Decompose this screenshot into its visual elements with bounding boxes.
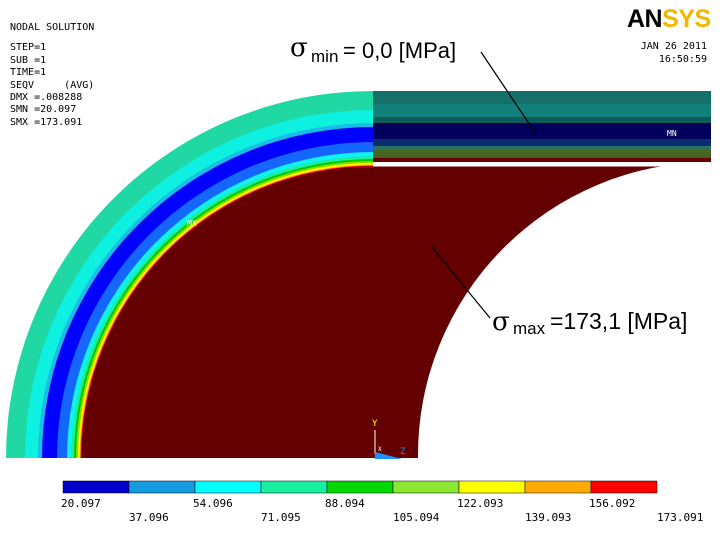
sigma-max-annotation: σ max =173,1 [MPa] [492,307,687,338]
legend-label-bottom: 122.093 [457,497,503,510]
sub-label: SUB =1 [10,54,47,66]
legend-label-bottom: 88.094 [325,497,365,510]
sigma-min-annotation: σ min = 0,0 [MPa] [290,33,456,66]
seqv-label: SEQV (AVG) [10,79,95,91]
inner-bore-cutout [417,162,725,470]
solution-info: NODAL SOLUTION STEP=1 SUB =1 TIME=1 SEQV… [10,22,94,129]
triad-y-label: Y [372,419,378,429]
max-leader-line [430,245,491,319]
time-label: 16:50:59 [658,54,707,65]
date-label: JAN 26 2011 [640,41,707,52]
triad-z-label: Z [400,447,406,457]
legend-swatch [62,480,130,494]
ansys-logo: ANSYS [627,5,711,33]
legend-swatch [260,480,328,494]
triad-x-label: X [378,446,382,453]
legend-label-top: 173.091 [657,511,703,524]
coordinate-triad: Y X Z [372,419,406,459]
time-label: TIME=1 [10,67,47,79]
straight-band [373,117,711,123]
legend-label-top: 139.093 [525,511,571,524]
mx-marker: MX [187,219,197,228]
legend-swatch [458,480,526,494]
timestamp: JAN 26 2011 16:50:59 [641,40,707,66]
dmx-label: DMX =.008288 [10,92,83,104]
straight-band [373,158,711,162]
straight-band [373,146,711,150]
sigma-max-subscript: max [513,319,546,338]
smn-label: SMN =20.097 [10,104,77,116]
contour-legend: 20.097 54.096 88.094 122.093 156.092 37.096 71… [61,480,703,524]
plot-title: NODAL SOLUTION [10,22,95,33]
sigma-max-value: =173,1 [MPa] [550,308,687,334]
straight-band [373,104,711,117]
sigma-min-symbol: σ [290,33,308,63]
legend-label-top: 37.096 [129,511,169,524]
straight-band [373,154,711,158]
legend-swatch [392,480,460,494]
sigma-min-subscript: min [311,47,338,66]
step-label: STEP=1 [10,42,47,54]
legend-label-bottom: 54.096 [193,497,233,510]
legend-label-top: 105.094 [393,511,440,524]
straight-section-bands [373,91,711,162]
legend-swatch [194,480,262,494]
legend-label-bottom: 20.097 [61,497,101,510]
sigma-max-symbol: σ [492,307,510,337]
legend-swatch [590,480,658,494]
legend-label-top: 71.095 [261,511,301,524]
legend-swatch [326,480,394,494]
legend-label-bottom: 156.092 [589,497,635,510]
straight-band [373,150,711,154]
legend-swatch [128,480,196,494]
straight-band [373,123,711,139]
sigma-min-value: = 0,0 [MPa] [343,38,456,63]
smx-label: SMX =173.091 [10,116,83,128]
min-leader-line [480,51,537,135]
mn-marker: MN [667,129,677,138]
straight-band [373,139,711,146]
legend-swatch [524,480,592,494]
straight-band [373,91,711,104]
